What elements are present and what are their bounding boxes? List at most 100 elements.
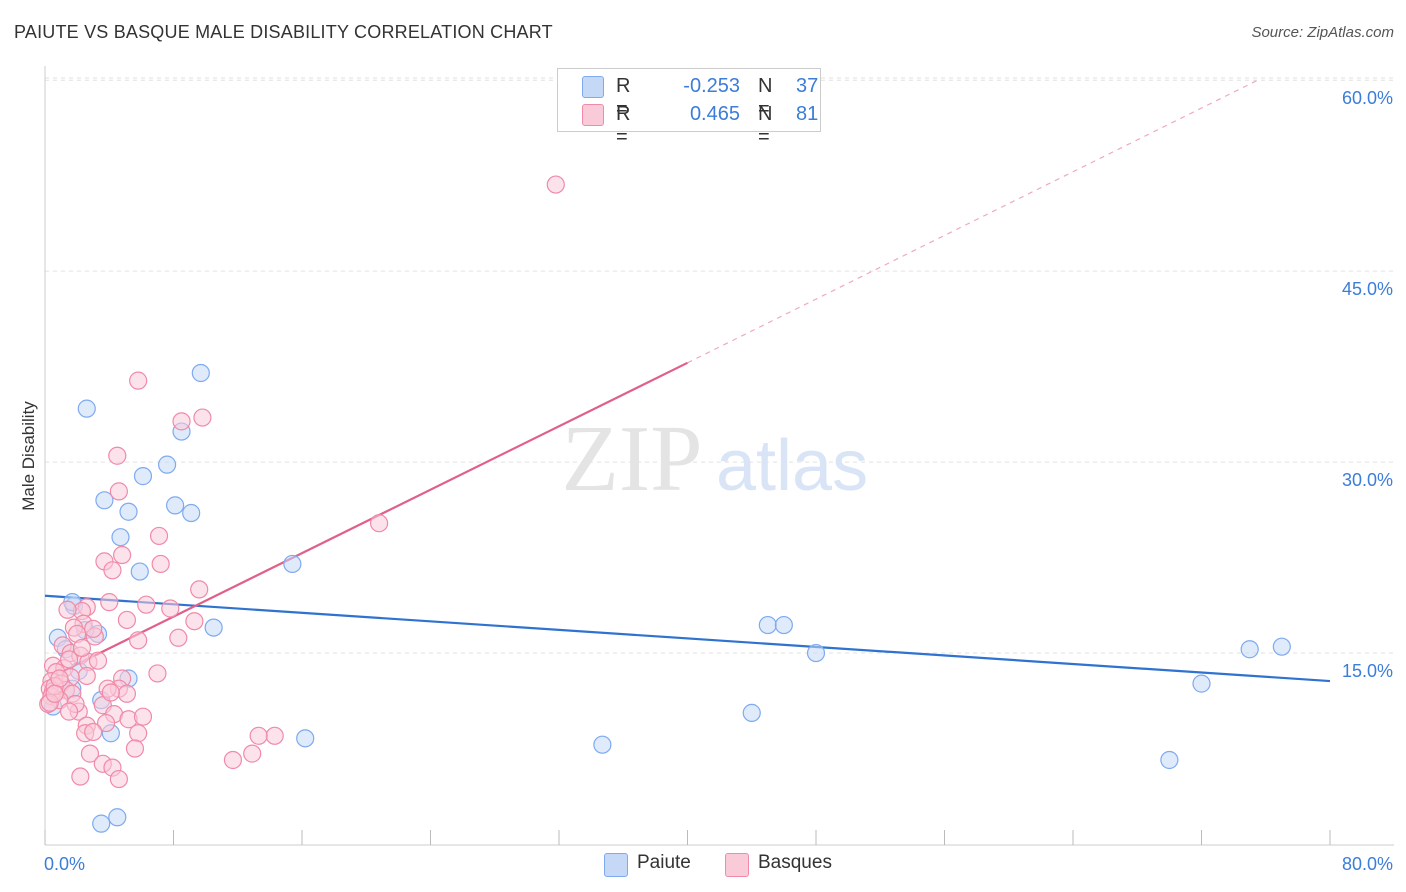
basques-point [103, 561, 122, 580]
y-tick-label: 45.0% [1342, 279, 1393, 299]
r-label: R = [616, 103, 631, 148]
stats-legend: R = -0.253 N = 37 R = 0.465 N = 81 [557, 68, 821, 148]
basques-point [109, 769, 128, 789]
legend-label-basques: Basques [758, 852, 832, 873]
basques-point [137, 595, 156, 614]
paiute-trend-line [44, 594, 1331, 683]
n-label: N = [758, 75, 773, 120]
y-tick-label: 60.0% [1342, 88, 1393, 108]
basques-point [59, 650, 79, 669]
n-value: 81 [796, 103, 819, 125]
basques-point [546, 175, 565, 194]
watermark-atlas: atlas [716, 426, 868, 506]
watermark: ZIP atlas [562, 407, 869, 511]
paiute-point [95, 491, 114, 510]
basques-point [129, 724, 148, 743]
basques-legend-swatch [725, 853, 749, 877]
basques-point [129, 371, 148, 390]
axis-labels: 15.0% 30.0% 45.0% 60.0% 0.0% 80.0% Male Disabi… [19, 88, 1393, 874]
paiute-point [191, 363, 210, 383]
data-points [39, 175, 1291, 833]
y-tick-label: 15.0% [1342, 661, 1393, 681]
y-tick-label: 30.0% [1342, 470, 1393, 490]
r-label: R = [616, 75, 631, 120]
basques-point [185, 612, 204, 631]
basques-point [370, 514, 389, 533]
paiute-point [774, 615, 793, 635]
paiute-point [92, 814, 111, 833]
paiute-point [1240, 640, 1259, 659]
paiute-legend-swatch [604, 853, 628, 877]
paiute-point [119, 502, 138, 521]
paiute-point [806, 643, 826, 663]
basques-point [125, 739, 145, 758]
basques-point [265, 726, 284, 745]
paiute-point [182, 503, 201, 523]
basques-point [169, 628, 188, 647]
legend-label-paiute: Paiute [637, 852, 691, 873]
basques-point [133, 707, 153, 726]
paiute-point [77, 399, 96, 418]
basques-swatch [582, 104, 604, 126]
basques-point [161, 599, 180, 618]
basques-point [50, 669, 69, 688]
paiute-point [742, 703, 761, 722]
chart-title: PAIUTE VS BASQUE MALE DISABILITY CORRELA… [14, 22, 553, 42]
basques-point [80, 744, 100, 763]
y-axis-title: Male Disability [19, 401, 38, 511]
n-value: 37 [796, 75, 819, 97]
watermark-zip: ZIP [562, 407, 703, 511]
basques-point [71, 767, 90, 786]
basques-point [117, 610, 137, 630]
paiute-point [758, 615, 777, 635]
basques-point [151, 554, 170, 574]
paiute-point [1160, 750, 1179, 770]
basques-point [172, 412, 191, 431]
gridlines [45, 77, 1394, 654]
basques-point [84, 722, 103, 742]
basques-point [117, 684, 137, 703]
basques-point [149, 526, 169, 546]
paiute-point [204, 618, 223, 637]
basques-point [112, 545, 132, 565]
basques-point [249, 726, 268, 745]
n-label: N = [758, 103, 773, 148]
basques-point [243, 744, 262, 763]
paiute-point [133, 467, 153, 486]
source-attribution: Source: ZipAtlas.com [1251, 24, 1394, 41]
r-value: -0.253 [683, 75, 740, 97]
basques-point [101, 683, 120, 702]
basques-point [193, 408, 212, 427]
paiute-point [166, 496, 185, 515]
paiute-point [108, 808, 127, 827]
trend-lines [44, 79, 1331, 683]
paiute-point [1272, 637, 1291, 656]
basques-point [148, 664, 167, 683]
paiute-swatch [582, 76, 604, 98]
axes [44, 66, 1394, 846]
paiute-point [1192, 674, 1211, 693]
basques-point [129, 631, 148, 650]
paiute-point [157, 455, 177, 474]
paiute-point [111, 528, 130, 547]
basques-trend-extension [687, 79, 1258, 364]
paiute-point [593, 735, 612, 754]
x-tick-label: 0.0% [44, 854, 85, 874]
paiute-point [130, 562, 149, 581]
basques-point [223, 750, 243, 770]
r-value: 0.465 [689, 103, 740, 125]
basques-point [45, 684, 64, 703]
paiute-point [283, 554, 302, 574]
basques-point [190, 580, 209, 599]
paiute-point [296, 729, 315, 748]
series-legend: Paiute Basques [0, 851, 1406, 877]
basques-point [77, 666, 96, 686]
basques-point [59, 702, 79, 721]
x-tick-label: 80.0% [1342, 854, 1393, 874]
basques-point [109, 482, 128, 501]
basques-point [72, 638, 92, 658]
basques-point [96, 713, 116, 733]
basques-point [108, 446, 127, 465]
basques-point [88, 651, 108, 670]
